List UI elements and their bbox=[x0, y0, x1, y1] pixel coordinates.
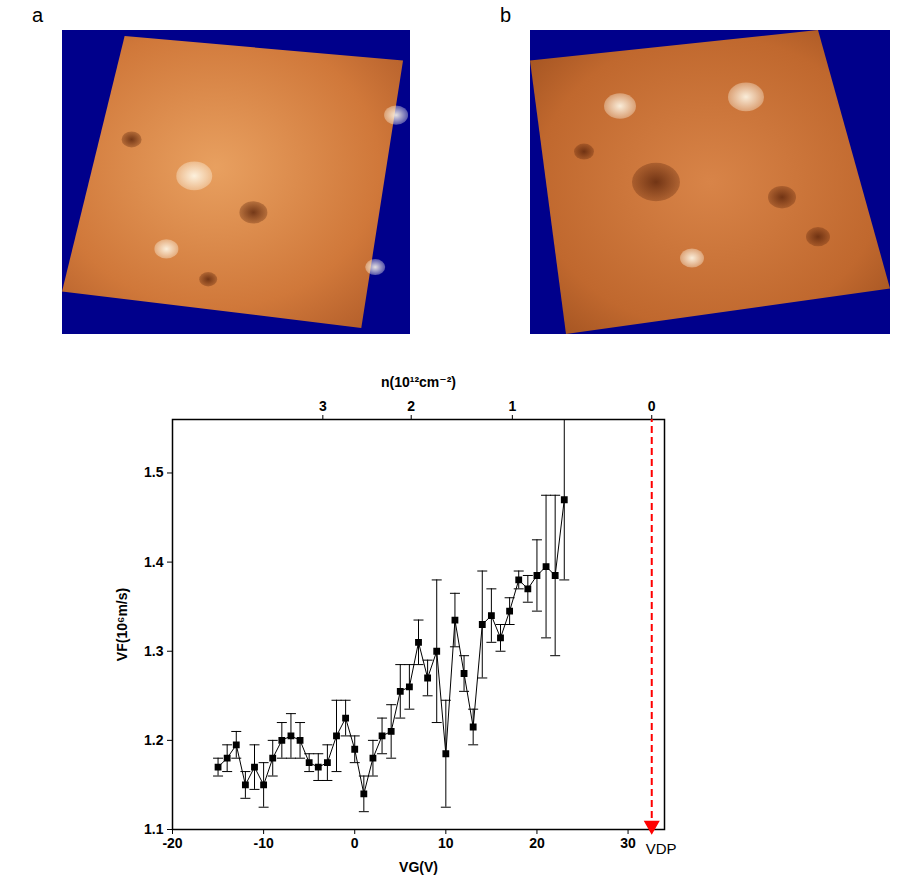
svg-text:0: 0 bbox=[648, 398, 656, 414]
svg-text:VDP: VDP bbox=[646, 840, 677, 857]
svg-text:1.2: 1.2 bbox=[144, 732, 164, 748]
svg-text:3: 3 bbox=[319, 398, 327, 414]
svg-text:b: b bbox=[500, 4, 511, 26]
svg-text:VF(10⁶m/s): VF(10⁶m/s) bbox=[114, 588, 130, 661]
svg-text:a: a bbox=[32, 4, 44, 26]
svg-text:1: 1 bbox=[508, 398, 516, 414]
svg-text:1.1: 1.1 bbox=[144, 821, 164, 837]
svg-text:1.5: 1.5 bbox=[144, 464, 164, 480]
svg-text:1.4: 1.4 bbox=[144, 554, 164, 570]
svg-text:-10: -10 bbox=[253, 835, 273, 851]
svg-text:0: 0 bbox=[351, 835, 359, 851]
svg-text:10: 10 bbox=[438, 835, 454, 851]
svg-text:30: 30 bbox=[620, 835, 636, 851]
svg-text:VG(V): VG(V) bbox=[399, 859, 438, 875]
svg-text:2: 2 bbox=[407, 398, 415, 414]
svg-text:n(10¹²cm⁻²): n(10¹²cm⁻²) bbox=[381, 374, 456, 390]
svg-text:1.3: 1.3 bbox=[144, 643, 164, 659]
svg-text:-20: -20 bbox=[162, 835, 182, 851]
svg-text:20: 20 bbox=[529, 835, 545, 851]
